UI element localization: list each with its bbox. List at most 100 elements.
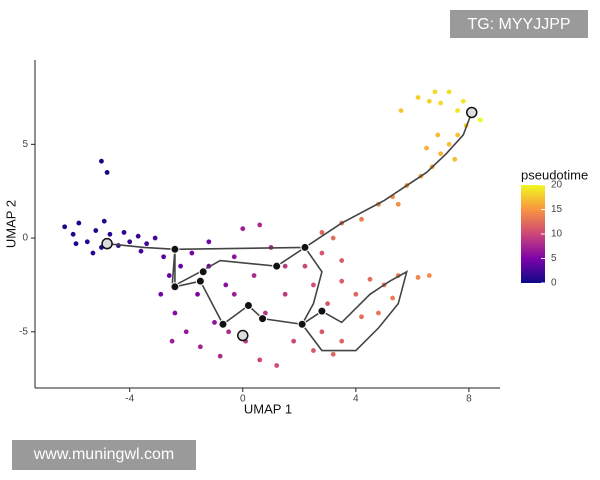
cell-point bbox=[446, 89, 452, 95]
branch-node bbox=[170, 244, 180, 254]
cell-point bbox=[161, 254, 167, 260]
cell-point bbox=[172, 310, 178, 316]
cell-point bbox=[152, 235, 158, 241]
cell-point bbox=[138, 248, 144, 254]
cell-point bbox=[302, 263, 308, 269]
cell-point bbox=[166, 273, 172, 278]
watermark-box bbox=[12, 440, 196, 470]
y-tick-label: -5 bbox=[19, 326, 28, 337]
cell-point bbox=[367, 276, 373, 282]
cell-point bbox=[104, 170, 110, 175]
cell-point bbox=[438, 151, 444, 157]
cell-point bbox=[84, 239, 90, 245]
cell-point bbox=[319, 230, 325, 235]
branch-node bbox=[258, 314, 268, 324]
branch-node bbox=[170, 282, 180, 292]
y-tick-label: 5 bbox=[22, 139, 28, 150]
cell-point bbox=[183, 329, 189, 335]
cell-point bbox=[231, 254, 237, 260]
colorbar-tick-label: 5 bbox=[551, 253, 557, 264]
cell-point bbox=[359, 314, 364, 320]
branch-node bbox=[297, 319, 307, 329]
watermark: TG: MYYJJPP bbox=[467, 16, 570, 33]
cell-point bbox=[311, 282, 316, 288]
cell-point bbox=[169, 338, 175, 344]
cell-point bbox=[291, 338, 297, 344]
y-axis-title: UMAP 2 bbox=[3, 200, 18, 248]
colorbar-tick-label: 0 bbox=[551, 278, 557, 289]
colorbar-title: pseudotime bbox=[521, 167, 588, 182]
cell-point bbox=[319, 250, 325, 256]
cell-point bbox=[353, 291, 359, 297]
cell-point bbox=[226, 329, 232, 335]
branch-node bbox=[243, 301, 253, 311]
cell-point bbox=[144, 241, 150, 247]
branch-node bbox=[272, 261, 282, 271]
cell-point bbox=[99, 158, 104, 164]
cell-point bbox=[330, 235, 336, 241]
cell-point bbox=[223, 282, 229, 288]
branch-node bbox=[317, 306, 327, 316]
cell-point bbox=[452, 156, 458, 162]
cell-point bbox=[415, 275, 421, 280]
x-tick-label: 4 bbox=[353, 394, 359, 405]
cell-point bbox=[62, 224, 68, 230]
cell-point bbox=[438, 100, 444, 106]
trajectory-line bbox=[107, 112, 473, 326]
cell-point bbox=[93, 228, 99, 233]
cell-point bbox=[432, 89, 438, 95]
cell-point bbox=[398, 108, 404, 114]
cell-point bbox=[257, 357, 263, 363]
x-tick-label: 0 bbox=[240, 394, 246, 405]
cell-point bbox=[274, 363, 280, 368]
cell-point bbox=[460, 98, 466, 104]
cell-point bbox=[455, 132, 460, 138]
cell-point bbox=[127, 239, 133, 245]
cell-point bbox=[426, 98, 432, 104]
cell-point bbox=[101, 218, 107, 224]
cell-point bbox=[319, 329, 325, 335]
cell-point bbox=[73, 241, 79, 247]
cell-point bbox=[311, 348, 316, 353]
root-node bbox=[101, 237, 113, 250]
trajectory-line bbox=[301, 270, 408, 352]
cell-point bbox=[415, 95, 421, 100]
branch-node bbox=[300, 242, 310, 252]
x-tick-label: -4 bbox=[125, 394, 134, 405]
root-node bbox=[465, 106, 478, 119]
branch-node bbox=[218, 319, 228, 329]
cell-point bbox=[107, 231, 113, 237]
cell-point bbox=[330, 351, 336, 357]
cell-point bbox=[195, 291, 200, 297]
cell-point bbox=[251, 273, 257, 278]
cell-point bbox=[359, 216, 364, 222]
cell-point bbox=[262, 310, 268, 316]
cell-point bbox=[282, 291, 288, 297]
cell-point bbox=[325, 301, 330, 307]
cell-point bbox=[70, 231, 76, 237]
x-axis-title: UMAP 1 bbox=[244, 401, 292, 416]
cell-point bbox=[424, 145, 429, 151]
colorbar-tick-label: 15 bbox=[551, 204, 563, 215]
branch-node bbox=[195, 276, 205, 286]
cell-point bbox=[390, 295, 395, 301]
cell-point bbox=[135, 233, 141, 239]
cell-point bbox=[455, 108, 460, 114]
cell-point bbox=[206, 239, 212, 245]
colorbar-tick-label: 10 bbox=[551, 229, 563, 240]
cell-point bbox=[257, 222, 263, 228]
root-node bbox=[237, 329, 249, 342]
cell-point bbox=[197, 344, 203, 350]
cell-point bbox=[178, 263, 183, 269]
cell-point bbox=[121, 230, 127, 235]
y-tick-label: 0 bbox=[22, 233, 28, 244]
cell-point bbox=[158, 291, 164, 297]
cell-point bbox=[231, 291, 237, 297]
watermark: www.muningwl.com bbox=[33, 446, 174, 463]
cell-point bbox=[90, 250, 96, 256]
cell-point bbox=[240, 226, 246, 232]
cell-point bbox=[217, 353, 223, 359]
cell-point bbox=[426, 273, 432, 278]
cell-point bbox=[339, 258, 345, 263]
